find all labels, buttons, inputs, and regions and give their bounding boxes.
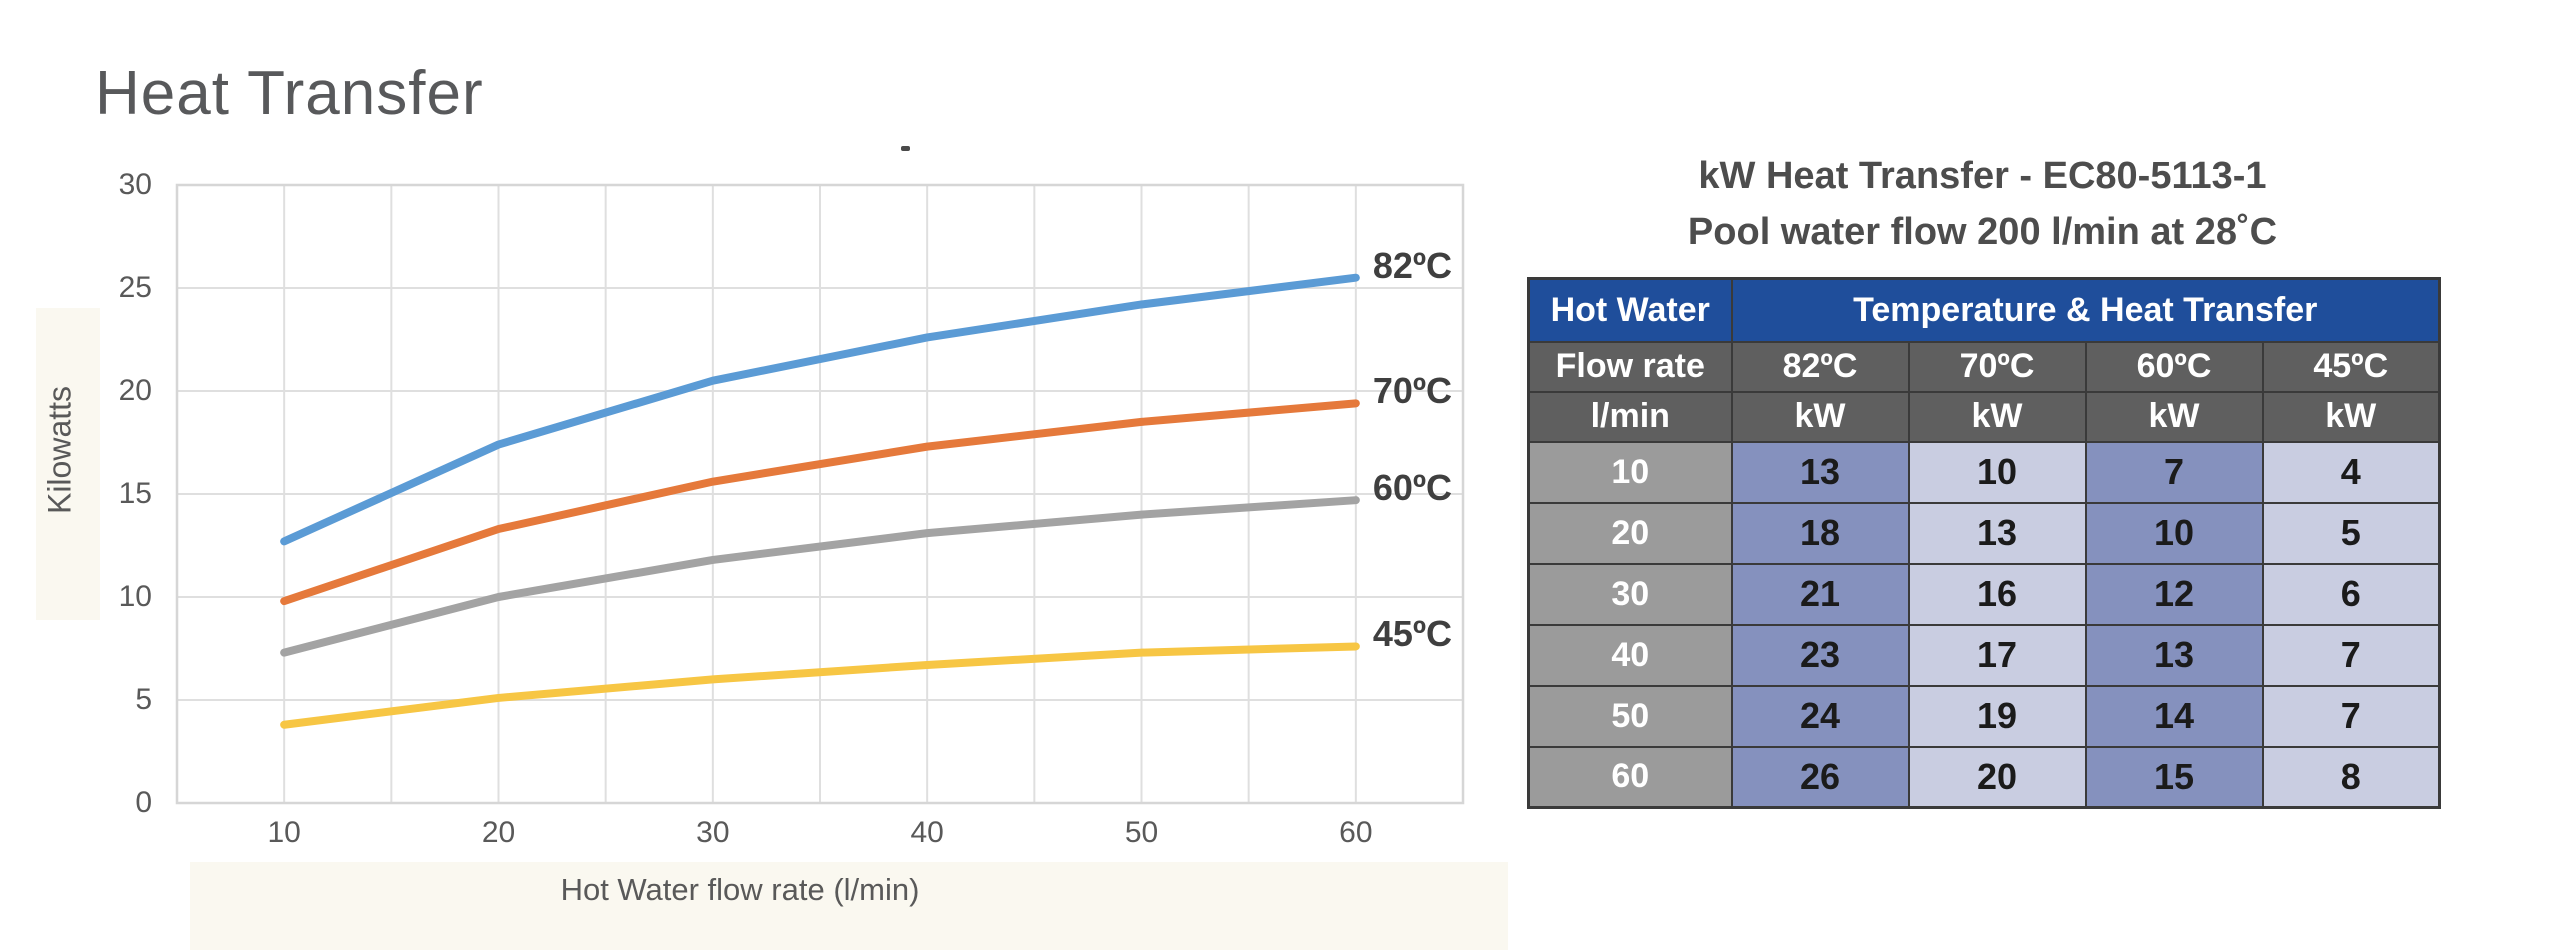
kw-value-cell: 13 bbox=[1730, 440, 1910, 504]
kw-value-cell: 14 bbox=[2084, 684, 2264, 748]
stray-mark bbox=[901, 146, 910, 151]
x-tick-30: 30 bbox=[696, 816, 730, 849]
header-unit-0: l/min bbox=[1527, 390, 1733, 443]
table-row: 10 13 10 7 4 bbox=[1527, 440, 2441, 504]
kw-value-cell: 15 bbox=[2084, 745, 2264, 809]
x-tick-10: 10 bbox=[267, 816, 301, 849]
x-axis-label: Hot Water flow rate (l/min) bbox=[560, 872, 920, 907]
y-tick-20: 20 bbox=[118, 374, 152, 407]
header-unit-3: kW bbox=[2084, 390, 2264, 443]
y-tick-15: 15 bbox=[118, 477, 152, 510]
x-tick-50: 50 bbox=[1124, 816, 1159, 849]
line-chart bbox=[175, 183, 1465, 805]
x-tick-20: 20 bbox=[481, 816, 516, 849]
kw-value-cell: 26 bbox=[1730, 745, 1910, 809]
kw-value-cell: 17 bbox=[1907, 623, 2087, 687]
header-flow-rate-4: 45ºC bbox=[2261, 340, 2441, 393]
header-unit-1: kW bbox=[1730, 390, 1910, 443]
flow-rate-cell: 60 bbox=[1527, 745, 1733, 809]
series-line-82 bbox=[280, 273, 1360, 546]
series-line-60 bbox=[280, 496, 1360, 657]
kw-value-cell: 8 bbox=[2261, 745, 2441, 809]
table-row: 40 23 17 13 7 bbox=[1527, 623, 2441, 687]
kw-value-cell: 7 bbox=[2261, 623, 2441, 687]
table-title-line-1: kW Heat Transfer - EC80-5113-1 bbox=[1698, 155, 2267, 197]
flow-rate-cell: 30 bbox=[1527, 562, 1733, 626]
series-label-70: 70ºC bbox=[1372, 370, 1453, 412]
table-title-line-2: Pool water flow 200 l/min at 28˚C bbox=[1687, 211, 2278, 253]
kw-value-cell: 7 bbox=[2261, 684, 2441, 748]
table-title: kW Heat Transfer - EC80-5113-1 Pool wate… bbox=[1527, 148, 2438, 260]
kw-value-cell: 13 bbox=[2084, 623, 2264, 687]
flow-rate-cell: 20 bbox=[1527, 501, 1733, 565]
kw-value-cell: 10 bbox=[1907, 440, 2087, 504]
kw-value-cell: 18 bbox=[1730, 501, 1910, 565]
plot-border bbox=[175, 183, 1465, 805]
header-flow-rate-1: 82ºC bbox=[1730, 340, 1910, 393]
flow-rate-cell: 40 bbox=[1527, 623, 1733, 687]
series-label-82: 82ºC bbox=[1372, 244, 1453, 286]
x-tick-40: 40 bbox=[910, 816, 944, 849]
kw-value-cell: 24 bbox=[1730, 684, 1910, 748]
y-tick-5: 5 bbox=[135, 683, 152, 716]
table-row: 30 21 16 12 6 bbox=[1527, 562, 2441, 626]
kw-value-cell: 10 bbox=[2084, 501, 2264, 565]
table-row: 50 24 19 14 7 bbox=[1527, 684, 2441, 748]
header-temperature-group: Temperature & Heat Transfer bbox=[1730, 277, 2441, 343]
header-unit-2: kW bbox=[1907, 390, 2087, 443]
flow-rate-cell: 50 bbox=[1527, 684, 1733, 748]
series-line-45 bbox=[280, 642, 1360, 729]
y-tick-30: 30 bbox=[118, 168, 152, 201]
kw-value-cell: 21 bbox=[1730, 562, 1910, 626]
kw-value-cell: 20 bbox=[1907, 745, 2087, 809]
y-tick-25: 25 bbox=[118, 271, 152, 304]
table-row: 60 26 20 15 8 bbox=[1527, 745, 2441, 809]
header-flow-rate-0: Flow rate bbox=[1527, 340, 1733, 393]
kw-value-cell: 7 bbox=[2084, 440, 2264, 504]
y-tick-0: 0 bbox=[135, 786, 152, 819]
kw-value-cell: 6 bbox=[2261, 562, 2441, 626]
flow-rate-cell: 10 bbox=[1527, 440, 1733, 504]
series-label-60: 60ºC bbox=[1372, 467, 1453, 509]
series-line-70 bbox=[280, 399, 1360, 606]
table-row: 20 18 13 10 5 bbox=[1527, 501, 2441, 565]
kw-value-cell: 19 bbox=[1907, 684, 2087, 748]
heat-transfer-table: Hot Water Temperature & Heat Transfer Flow… bbox=[1527, 277, 2442, 809]
series-label-45: 45ºC bbox=[1372, 613, 1453, 655]
header-flow-rate-3: 60ºC bbox=[2084, 340, 2264, 393]
kw-value-cell: 4 bbox=[2261, 440, 2441, 504]
y-tick-10: 10 bbox=[118, 580, 152, 613]
kw-value-cell: 13 bbox=[1907, 501, 2087, 565]
background-cream-strip-bottom bbox=[190, 862, 1508, 950]
header-flow-rate-2: 70ºC bbox=[1907, 340, 2087, 393]
kw-value-cell: 5 bbox=[2261, 501, 2441, 565]
chart-title: Heat Transfer bbox=[95, 59, 484, 128]
header-hot-water: Hot Water bbox=[1527, 277, 1733, 343]
kw-value-cell: 23 bbox=[1730, 623, 1910, 687]
background-cream-strip-left bbox=[36, 308, 100, 620]
kw-value-cell: 16 bbox=[1907, 562, 2087, 626]
header-unit-4: kW bbox=[2261, 390, 2441, 443]
kw-value-cell: 12 bbox=[2084, 562, 2264, 626]
x-tick-60: 60 bbox=[1339, 816, 1373, 849]
